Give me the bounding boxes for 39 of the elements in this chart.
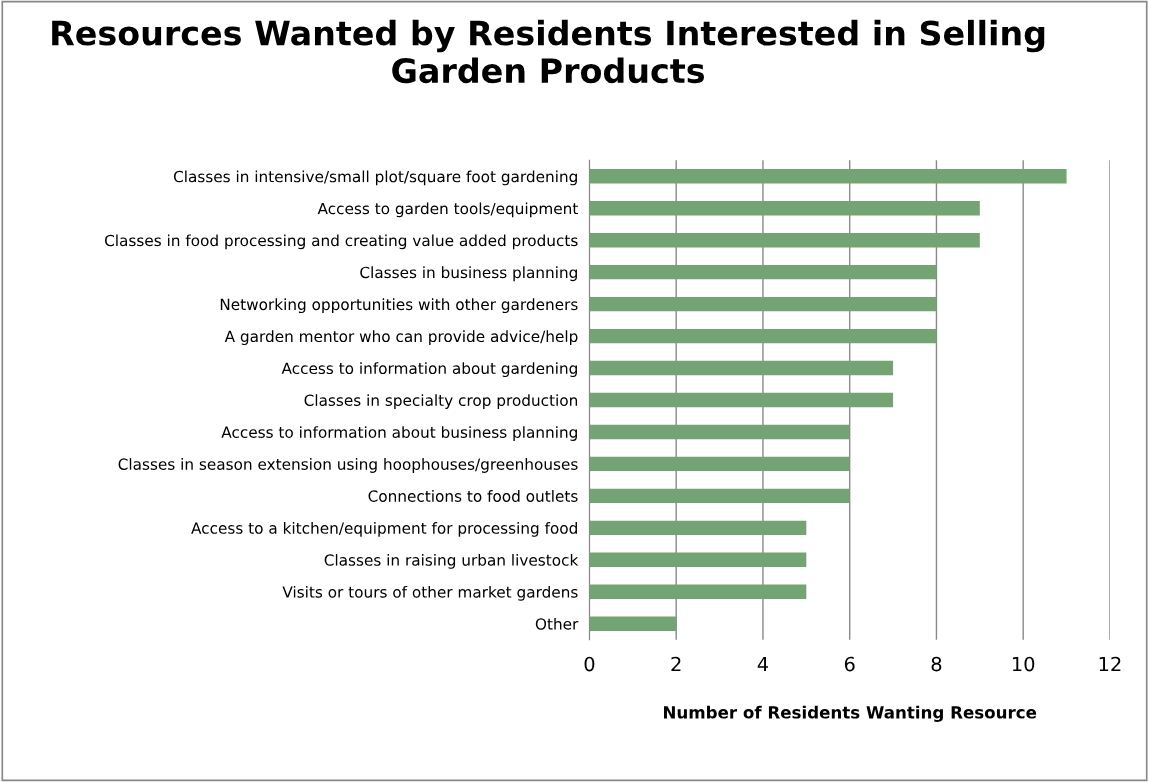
bar bbox=[589, 584, 807, 599]
x-tick-label: 10 bbox=[1012, 656, 1035, 672]
y-tick-label: Connections to food outlets bbox=[368, 490, 578, 502]
bar bbox=[589, 616, 677, 631]
y-tick-label: Classes in specialty crop production bbox=[304, 394, 578, 409]
y-tick-label: Visits or tours of other market gardens bbox=[282, 585, 578, 601]
x-tick-label: 0 bbox=[584, 656, 595, 672]
bar bbox=[589, 233, 980, 248]
y-tick-label: Classes in season extension using hoophouses/greenhouses bbox=[118, 458, 578, 473]
bar bbox=[589, 456, 850, 472]
bar bbox=[589, 552, 807, 567]
bar bbox=[589, 264, 937, 280]
bar bbox=[589, 296, 937, 312]
y-tick-label: Access to information about business planning bbox=[221, 426, 577, 441]
chart-title: Resources Wanted by Residents Interested in Selling Garden Products bbox=[52, 19, 1045, 84]
y-tick-label: Networking opportunities with other gardeners bbox=[220, 298, 578, 314]
bar bbox=[589, 201, 980, 216]
x-tick-label: 12 bbox=[1099, 656, 1121, 672]
x-tick-label: 2 bbox=[671, 656, 681, 672]
bar bbox=[589, 328, 937, 344]
x-tick-label: 8 bbox=[931, 656, 942, 672]
y-tick-label: Access to a kitchen/equipment for processing food bbox=[191, 522, 577, 537]
y-tick-label: Classes in food processing and creating value added products bbox=[104, 234, 578, 250]
bar bbox=[589, 360, 894, 376]
bar bbox=[589, 488, 850, 504]
y-tick-label: Access to garden tools/equipment bbox=[317, 202, 578, 218]
x-axis-title: Number of Residents Wanting Resource bbox=[664, 705, 1037, 722]
y-tick-label: Classes in raising urban livestock bbox=[324, 553, 579, 569]
y-tick-label: Access to information about gardening bbox=[281, 362, 577, 378]
bar bbox=[589, 392, 894, 408]
x-tick-label: 4 bbox=[757, 656, 769, 672]
x-tick-label: 6 bbox=[844, 656, 855, 672]
y-tick-label: Classes in business planning bbox=[360, 266, 577, 282]
bar bbox=[589, 169, 1067, 184]
y-tick-label: Classes in intensive/small plot/square foot gardening bbox=[173, 170, 577, 186]
bar bbox=[589, 424, 850, 440]
bar bbox=[589, 520, 807, 536]
y-tick-label: A garden mentor who can provide advice/help bbox=[224, 330, 578, 346]
y-tick-label: Other bbox=[535, 617, 579, 630]
